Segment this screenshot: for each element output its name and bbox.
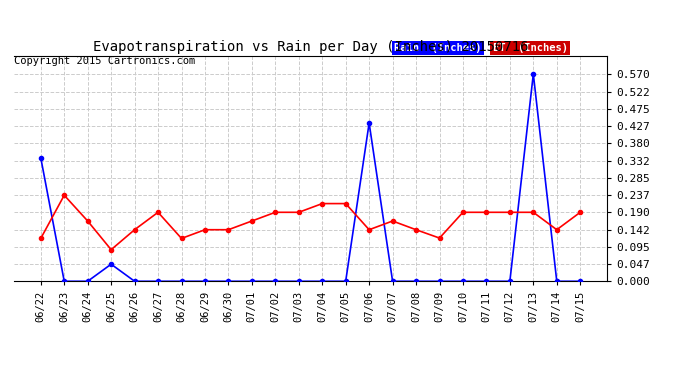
Text: Rain  (Inches): Rain (Inches) <box>394 44 482 53</box>
Text: Copyright 2015 Cartronics.com: Copyright 2015 Cartronics.com <box>14 56 195 66</box>
Title: Evapotranspiration vs Rain per Day (Inches) 20150716: Evapotranspiration vs Rain per Day (Inch… <box>92 40 529 54</box>
Text: ET  (Inches): ET (Inches) <box>493 44 568 53</box>
